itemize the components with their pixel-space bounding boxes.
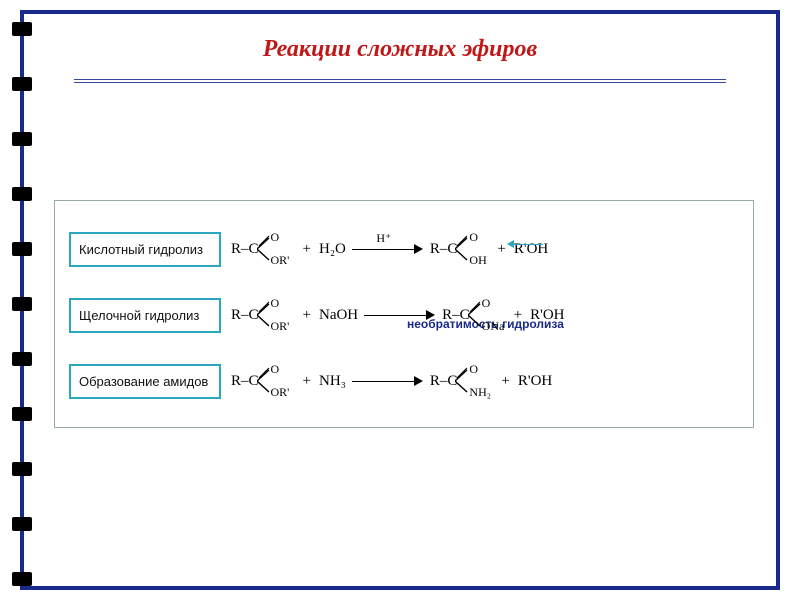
reaction-arrow <box>364 303 436 327</box>
byproduct: R'OH <box>518 373 552 390</box>
reaction-row: Образование амидов R–COOR' + NH₃ R–CONH₂ + R'O… <box>69 351 739 411</box>
ester-fragment: R–COOR' <box>231 300 295 330</box>
reagent: H₂O <box>319 241 346 258</box>
ester-fragment: R–COOH <box>430 234 490 264</box>
binder-notch <box>12 462 32 476</box>
reaction-label: Образование амидов <box>69 364 221 399</box>
reagent: NH₃ <box>319 373 346 390</box>
binder-notch <box>12 77 32 91</box>
reaction-equation: R–COOR' + NH₃ R–CONH₂ + R'OH <box>231 366 552 396</box>
pointer-arrow <box>507 239 545 249</box>
binder-notch <box>12 572 32 586</box>
slide-frame: Реакции сложных эфиров необратимость гид… <box>20 10 780 590</box>
plus-sign: + <box>303 241 311 258</box>
binder-notch <box>12 352 32 366</box>
reactions-diagram: необратимость гидролиза Кислотный гидрол… <box>54 200 754 428</box>
binder-notch <box>12 517 32 531</box>
plus-sign: + <box>501 373 509 390</box>
binder-notch <box>12 242 32 256</box>
ester-fragment: R–COOR' <box>231 366 295 396</box>
reaction-arrow: H⁺ <box>352 237 424 261</box>
ester-fragment: R–COOR' <box>231 234 295 264</box>
ester-fragment: R–COONa <box>442 300 506 330</box>
reaction-label: Кислотный гидролиз <box>69 232 221 267</box>
plus-sign: + <box>497 241 505 258</box>
slide-title: Реакции сложных эфиров <box>24 36 776 63</box>
reagent: NaOH <box>319 307 358 324</box>
title-underline <box>74 79 726 83</box>
binder-notch <box>12 132 32 146</box>
binder-notch <box>12 187 32 201</box>
reaction-arrow <box>352 369 424 393</box>
ester-fragment: R–CONH₂ <box>430 366 494 396</box>
binder-notch <box>12 297 32 311</box>
binder-notch <box>12 407 32 421</box>
reaction-row: Кислотный гидролизR–COOR'+H₂OH⁺R–COOH+R'… <box>69 219 739 279</box>
binder-notch <box>12 22 32 36</box>
reaction-equation: R–COOR'+H₂OH⁺R–COOH+R'OH <box>231 234 548 264</box>
plus-sign: + <box>303 307 311 324</box>
reaction-label: Щелочной гидролиз <box>69 298 221 333</box>
plus-sign: + <box>303 373 311 390</box>
reaction-row: Щелочной гидролизR–COOR'+NaOHR–COONa+R'O… <box>69 285 739 345</box>
